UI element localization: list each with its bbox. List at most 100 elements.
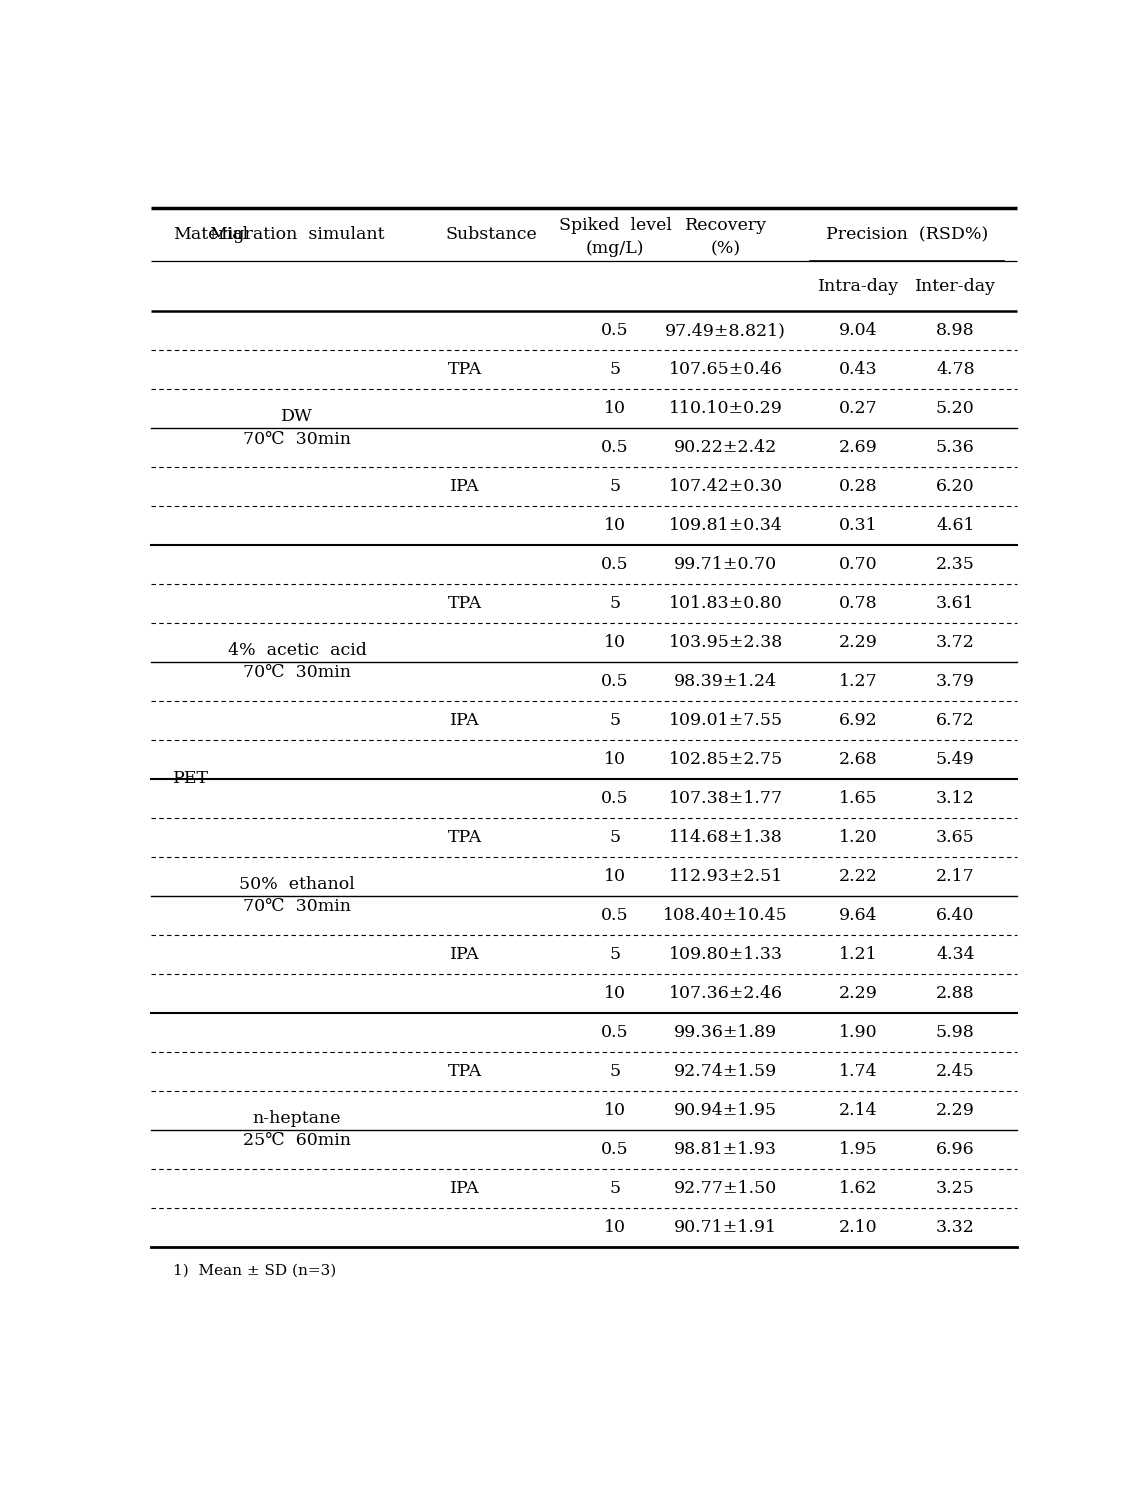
Text: Intra-day: Intra-day: [817, 277, 898, 295]
Text: 1.95: 1.95: [839, 1141, 878, 1157]
Text: IPA: IPA: [450, 479, 480, 495]
Text: 10: 10: [604, 400, 626, 417]
Text: 0.31: 0.31: [839, 517, 878, 534]
Text: 4%  acetic  acid
70℃  30min: 4% acetic acid 70℃ 30min: [228, 643, 367, 681]
Text: Substance: Substance: [446, 227, 537, 243]
Text: 3.65: 3.65: [936, 829, 975, 845]
Text: 10: 10: [604, 517, 626, 534]
Text: 6.92: 6.92: [839, 711, 878, 729]
Text: 0.78: 0.78: [839, 595, 878, 611]
Text: 90.22±2.42: 90.22±2.42: [674, 438, 777, 456]
Text: 5: 5: [610, 945, 621, 963]
Text: 6.96: 6.96: [936, 1141, 975, 1157]
Text: TPA: TPA: [448, 595, 482, 611]
Text: 1.74: 1.74: [839, 1063, 878, 1079]
Text: Precision  (RSD%): Precision (RSD%): [825, 227, 988, 243]
Text: TPA: TPA: [448, 361, 482, 377]
Text: (mg/L): (mg/L): [586, 240, 644, 258]
Text: 99.36±1.89: 99.36±1.89: [674, 1024, 777, 1041]
Text: 97.49±8.821): 97.49±8.821): [665, 322, 787, 338]
Text: 4.61: 4.61: [936, 517, 975, 534]
Text: 110.10±0.29: 110.10±0.29: [669, 400, 782, 417]
Text: 5.98: 5.98: [936, 1024, 975, 1041]
Text: 1.90: 1.90: [839, 1024, 878, 1041]
Text: 1.21: 1.21: [839, 945, 878, 963]
Text: 0.27: 0.27: [839, 400, 878, 417]
Text: 0.5: 0.5: [602, 790, 629, 807]
Text: 0.43: 0.43: [839, 361, 878, 377]
Text: 10: 10: [604, 984, 626, 1002]
Text: 50%  ethanol
70℃  30min: 50% ethanol 70℃ 30min: [239, 877, 355, 915]
Text: 0.5: 0.5: [602, 1141, 629, 1157]
Text: 2.14: 2.14: [839, 1102, 878, 1118]
Text: 3.12: 3.12: [936, 790, 975, 807]
Text: 112.93±2.51: 112.93±2.51: [668, 868, 783, 884]
Text: 107.65±0.46: 107.65±0.46: [669, 361, 782, 377]
Text: 0.5: 0.5: [602, 1024, 629, 1041]
Text: 107.38±1.77: 107.38±1.77: [668, 790, 783, 807]
Text: n-heptane
25℃  60min: n-heptane 25℃ 60min: [243, 1111, 351, 1150]
Text: 9.04: 9.04: [839, 322, 878, 338]
Text: Material: Material: [173, 227, 249, 243]
Text: 1.62: 1.62: [839, 1179, 878, 1197]
Text: 5.49: 5.49: [936, 751, 975, 768]
Text: 103.95±2.38: 103.95±2.38: [668, 634, 783, 652]
Text: 0.5: 0.5: [602, 556, 629, 573]
Text: 0.5: 0.5: [602, 672, 629, 690]
Text: 0.5: 0.5: [602, 438, 629, 456]
Text: 109.01±7.55: 109.01±7.55: [668, 711, 783, 729]
Text: 10: 10: [604, 868, 626, 884]
Text: (%): (%): [710, 240, 741, 258]
Text: 99.71±0.70: 99.71±0.70: [674, 556, 777, 573]
Text: 92.74±1.59: 92.74±1.59: [674, 1063, 777, 1079]
Text: 10: 10: [604, 1102, 626, 1118]
Text: 10: 10: [604, 1218, 626, 1236]
Text: 2.10: 2.10: [839, 1218, 878, 1236]
Text: 108.40±10.45: 108.40±10.45: [663, 907, 788, 924]
Text: 0.5: 0.5: [602, 322, 629, 338]
Text: Spiked  level: Spiked level: [559, 218, 671, 234]
Text: 2.22: 2.22: [839, 868, 878, 884]
Text: 107.36±2.46: 107.36±2.46: [668, 984, 782, 1002]
Text: 5: 5: [610, 829, 621, 845]
Text: Inter-day: Inter-day: [914, 277, 996, 295]
Text: 2.29: 2.29: [839, 634, 878, 652]
Text: 4.34: 4.34: [936, 945, 975, 963]
Text: 2.29: 2.29: [839, 984, 878, 1002]
Text: 114.68±1.38: 114.68±1.38: [669, 829, 782, 845]
Text: 9.64: 9.64: [839, 907, 878, 924]
Text: TPA: TPA: [448, 829, 482, 845]
Text: 98.39±1.24: 98.39±1.24: [674, 672, 777, 690]
Text: 109.80±1.33: 109.80±1.33: [668, 945, 782, 963]
Text: 1.27: 1.27: [839, 672, 878, 690]
Text: Migration  simulant: Migration simulant: [210, 227, 384, 243]
Text: IPA: IPA: [450, 711, 480, 729]
Text: DW
70℃  30min: DW 70℃ 30min: [243, 409, 351, 447]
Text: 5.20: 5.20: [936, 400, 975, 417]
Text: 92.77±1.50: 92.77±1.50: [674, 1179, 777, 1197]
Text: 101.83±0.80: 101.83±0.80: [669, 595, 782, 611]
Text: 3.79: 3.79: [936, 672, 975, 690]
Text: 102.85±2.75: 102.85±2.75: [668, 751, 783, 768]
Text: 4.78: 4.78: [936, 361, 975, 377]
Text: 10: 10: [604, 751, 626, 768]
Text: 1.65: 1.65: [839, 790, 878, 807]
Text: TPA: TPA: [448, 1063, 482, 1079]
Text: 1.20: 1.20: [839, 829, 878, 845]
Text: 5: 5: [610, 595, 621, 611]
Text: 8.98: 8.98: [936, 322, 975, 338]
Text: 109.81±0.34: 109.81±0.34: [669, 517, 782, 534]
Text: 3.72: 3.72: [936, 634, 975, 652]
Text: 107.42±0.30: 107.42±0.30: [668, 479, 782, 495]
Text: 6.20: 6.20: [936, 479, 975, 495]
Text: 0.70: 0.70: [839, 556, 878, 573]
Text: 2.35: 2.35: [936, 556, 975, 573]
Text: 3.61: 3.61: [936, 595, 975, 611]
Text: 6.40: 6.40: [936, 907, 975, 924]
Text: 98.81±1.93: 98.81±1.93: [674, 1141, 777, 1157]
Text: 5: 5: [610, 1063, 621, 1079]
Text: 5: 5: [610, 1179, 621, 1197]
Text: 5: 5: [610, 711, 621, 729]
Text: 3.32: 3.32: [936, 1218, 975, 1236]
Text: Recovery: Recovery: [684, 218, 767, 234]
